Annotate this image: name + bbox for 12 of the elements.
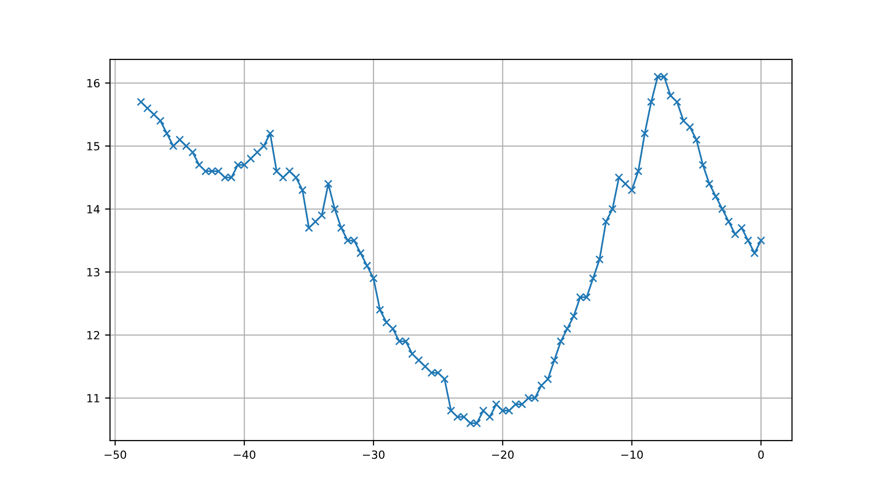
y-tick-label: 16: [87, 79, 100, 88]
y-tick-label: 13: [87, 268, 100, 276]
x-tick-label: −40: [234, 450, 256, 459]
x-tick-label: −50: [104, 450, 126, 459]
x-tick-label: 0: [758, 450, 764, 459]
x-tick-label: −20: [492, 450, 514, 459]
y-tick-label: 15: [87, 142, 100, 150]
y-tick-label: 12: [87, 331, 100, 340]
y-tick-label: 11: [87, 394, 100, 402]
x-tick-label: −30: [362, 450, 384, 459]
y-tick-label: 14: [87, 205, 100, 214]
x-tick-label: −10: [621, 450, 643, 459]
